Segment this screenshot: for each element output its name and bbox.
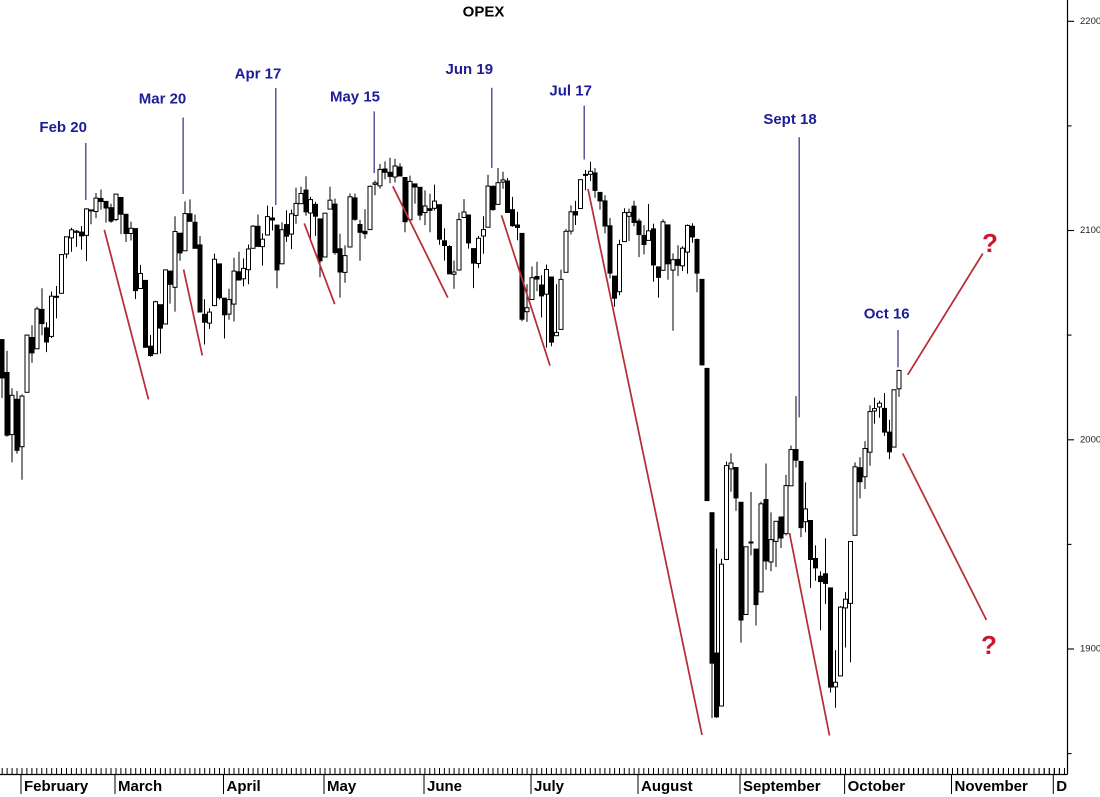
svg-text:?: ? bbox=[981, 630, 997, 660]
svg-text:March: March bbox=[118, 778, 162, 795]
svg-text:May 15: May 15 bbox=[330, 88, 380, 105]
svg-text:October: October bbox=[848, 778, 906, 795]
svg-text:D: D bbox=[1056, 778, 1067, 795]
svg-text:?: ? bbox=[982, 228, 998, 258]
svg-text:1900: 1900 bbox=[1080, 644, 1100, 655]
svg-text:May: May bbox=[327, 778, 357, 795]
svg-text:September: September bbox=[743, 778, 821, 795]
svg-text:February: February bbox=[24, 778, 89, 795]
svg-text:November: November bbox=[955, 778, 1029, 795]
svg-text:Oct 16: Oct 16 bbox=[864, 306, 910, 323]
svg-text:August: August bbox=[641, 778, 693, 795]
svg-text:Jul 17: Jul 17 bbox=[549, 83, 592, 100]
svg-text:April: April bbox=[227, 778, 261, 795]
svg-text:July: July bbox=[534, 778, 565, 795]
svg-text:Feb 20: Feb 20 bbox=[39, 119, 87, 136]
svg-text:Jun 19: Jun 19 bbox=[446, 61, 494, 78]
svg-text:Sept 18: Sept 18 bbox=[763, 111, 816, 128]
svg-text:2100: 2100 bbox=[1080, 225, 1100, 236]
svg-text:Mar 20: Mar 20 bbox=[139, 91, 187, 108]
svg-text:OPEX: OPEX bbox=[463, 4, 505, 21]
svg-text:2000: 2000 bbox=[1080, 434, 1100, 445]
svg-text:2200: 2200 bbox=[1080, 16, 1100, 27]
svg-text:Apr 17: Apr 17 bbox=[235, 66, 282, 83]
svg-text:June: June bbox=[427, 778, 462, 795]
